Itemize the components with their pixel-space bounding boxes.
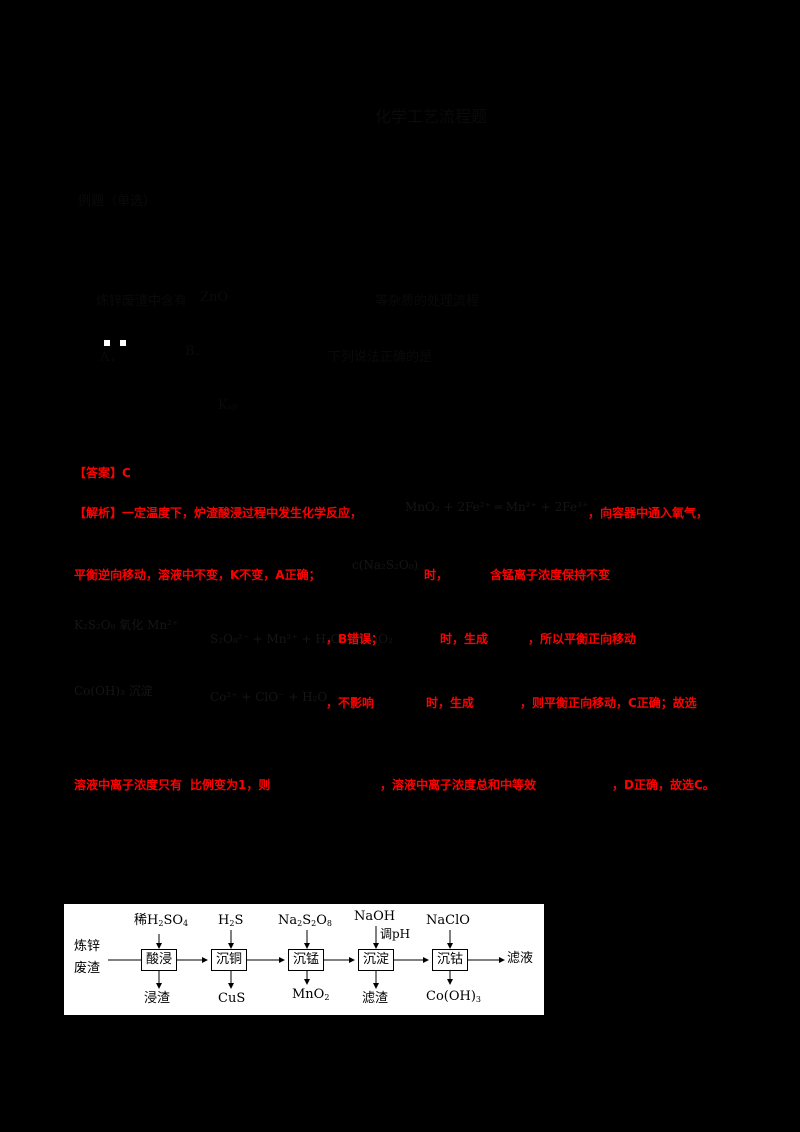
process-flow-diagram: 炼锌 废渣 稀H2SO4 H2S Na2S2O8 NaOH 调pH NaClO … — [64, 904, 544, 1015]
question-label: 例题（单选） — [78, 194, 157, 209]
question-text-1a: 炼锌废渣中含有 — [96, 294, 188, 309]
analysis-formula-1: MnO₂ + 2Fe²⁺ ═ Mn²⁺ + 2Fe³⁺ — [405, 500, 589, 514]
step-copper-precip: 沉铜 — [211, 949, 247, 971]
analysis-line-3-mid: 时，生成 — [440, 632, 489, 646]
question-formula: Kₛₚ — [218, 398, 238, 413]
question-text-2c: 下列说法正确的是 — [328, 350, 433, 365]
option-marker — [120, 340, 126, 346]
analysis-line-4-red-1: ，不影响 — [326, 696, 375, 710]
step-precipitation: 沉淀 — [358, 949, 394, 971]
analysis-line-3-end: ，所以平衡正向移动 — [528, 632, 637, 646]
product-filter-residue: 滤渣 — [362, 991, 389, 1006]
analysis-line-1-suffix: ，向容器中通入氧气， — [588, 506, 709, 520]
step-manganese-precip: 沉锰 — [288, 949, 324, 971]
analysis-formula-4a: Co(OH)₃ 沉淀 — [74, 684, 153, 698]
analysis-formula-2: c(Na₂S₂O₈) — [352, 558, 419, 572]
analysis-line-4-red-2: 时，生成 — [426, 696, 475, 710]
analysis-line-4-red-3: ，则平衡正向移动，C正确；故选 — [520, 696, 697, 710]
analysis-line-5-c: ，溶液中离子浓度总和中等效 — [380, 778, 537, 792]
reagent-persulfate: Na2S2O8 — [278, 913, 332, 928]
reagent-naclo: NaClO — [426, 913, 470, 928]
analysis-line-2: 平衡逆向移动，溶液中不变，K不变，A正确； — [74, 568, 321, 582]
feed-label-2: 废渣 — [74, 961, 101, 976]
page-title: 化学工艺流程题 — [375, 107, 488, 126]
reagent-note-ph: 调pH — [380, 927, 411, 941]
question-text-1c: 等杂质的处理流程 — [375, 294, 480, 309]
analysis-formula-4b: Co²⁺ + ClO⁻ + H₂O — [210, 690, 328, 704]
step-cobalt-precip: 沉钴 — [432, 949, 468, 971]
analysis-line-5-b: 比例变为1，则 — [190, 778, 271, 792]
analysis-line-2-end: 含锰离子浓度保持不变 — [490, 568, 611, 582]
analysis-formula-3b: S₂O₈²⁻ + Mn²⁺ + H₂O → MnO₂ — [210, 632, 393, 646]
reagent-h2s: H2S — [218, 913, 244, 928]
step-acid-leach: 酸浸 — [141, 949, 177, 971]
flow-arrows — [108, 926, 505, 989]
analysis-formula-3a: K₂S₂O₈ 氧化 Mn²⁺ — [74, 618, 179, 632]
product-cus: CuS — [218, 991, 246, 1006]
feed-label-1: 炼锌 — [74, 939, 101, 954]
product-mno2: MnO2 — [292, 987, 330, 1002]
analysis-line-3-red: ，B错误； — [326, 632, 384, 646]
question-text-2a: A． — [100, 350, 123, 365]
answer-label: 【答案】C — [74, 466, 131, 480]
reagent-naoh: NaOH — [354, 909, 396, 924]
question-text-1b: ZnO — [200, 290, 229, 305]
analysis-line-5-d: ，D正确，故选C。 — [612, 778, 715, 792]
product-cobalt-hydroxide: Co(OH)3 — [426, 989, 482, 1004]
analysis-line-1: 【解析】一定温度下，炉渣酸浸过程中发生化学反应， — [74, 506, 363, 520]
reagent-acid: 稀H2SO4 — [134, 913, 189, 928]
analysis-line-2-mid: 时， — [424, 568, 449, 582]
product-leach-residue: 浸渣 — [144, 991, 171, 1006]
output-filtrate: 滤液 — [507, 951, 534, 966]
question-text-2b: B． — [185, 344, 208, 359]
analysis-line-5-a: 溶液中离子浓度只有 — [74, 778, 183, 792]
option-marker — [104, 340, 110, 346]
